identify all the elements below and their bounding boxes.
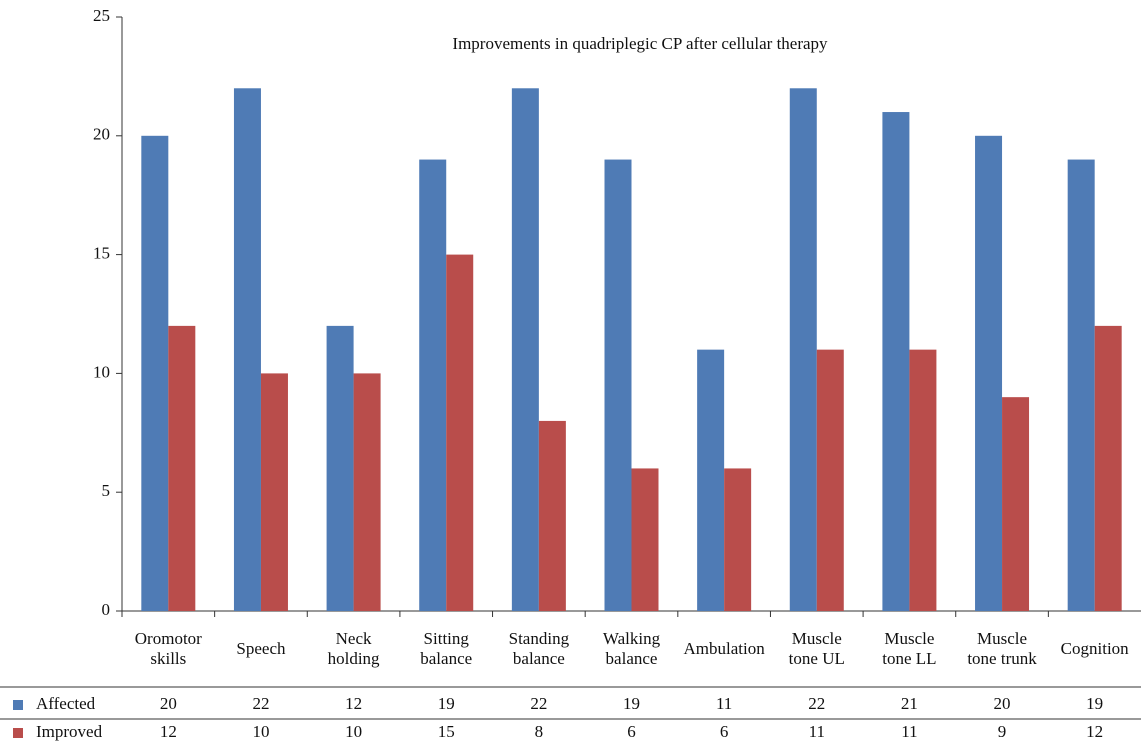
x-tick-label: Muscle tone LL bbox=[882, 629, 936, 668]
bar bbox=[789, 88, 817, 611]
bar bbox=[168, 325, 196, 611]
y-tick-label: 15 bbox=[93, 244, 110, 263]
bar bbox=[446, 254, 474, 611]
table-value: 22 bbox=[808, 694, 825, 713]
bar bbox=[816, 349, 844, 611]
y-tick-label: 0 bbox=[102, 600, 111, 619]
legend-label: Improved bbox=[36, 722, 103, 741]
table-value: 15 bbox=[438, 722, 455, 741]
bar bbox=[909, 349, 937, 611]
x-tick-label: Neck holding bbox=[328, 629, 380, 668]
table-value: 19 bbox=[623, 694, 640, 713]
bar bbox=[260, 373, 288, 611]
legend-swatch bbox=[13, 728, 23, 738]
x-tick-label: Sitting balance bbox=[420, 629, 472, 668]
bar bbox=[1094, 325, 1122, 611]
bar bbox=[141, 135, 169, 612]
table-value: 21 bbox=[901, 694, 918, 713]
table-value: 11 bbox=[809, 722, 825, 741]
legend-label: Affected bbox=[36, 694, 96, 713]
table-value: 19 bbox=[438, 694, 455, 713]
table-value: 22 bbox=[252, 694, 269, 713]
bar bbox=[724, 468, 752, 611]
bar bbox=[353, 373, 381, 611]
x-tick-label: Walking balance bbox=[603, 629, 661, 668]
chart-title: Improvements in quadriplegic CP after ce… bbox=[452, 34, 828, 53]
bar bbox=[419, 159, 447, 611]
bar bbox=[233, 88, 261, 611]
bar bbox=[1067, 159, 1095, 611]
table-value: 20 bbox=[994, 694, 1011, 713]
x-tick-label: Muscle tone UL bbox=[789, 629, 845, 668]
table-value: 8 bbox=[535, 722, 544, 741]
table-value: 12 bbox=[1086, 722, 1103, 741]
table-value: 20 bbox=[160, 694, 177, 713]
bar bbox=[975, 135, 1003, 612]
y-tick-label: 10 bbox=[93, 362, 110, 381]
table-value: 11 bbox=[901, 722, 917, 741]
bar bbox=[1002, 397, 1030, 611]
bar bbox=[511, 88, 539, 611]
x-tick-label: Oromotor skills bbox=[135, 629, 202, 668]
x-tick-label: Ambulation bbox=[684, 639, 766, 658]
bar bbox=[326, 325, 354, 611]
x-tick-label: Standing balance bbox=[509, 629, 570, 668]
x-tick-label: Speech bbox=[236, 639, 286, 658]
table-value: 12 bbox=[160, 722, 177, 741]
bar bbox=[882, 112, 910, 611]
bar bbox=[538, 420, 566, 611]
y-tick-label: 20 bbox=[93, 125, 110, 144]
table-value: 22 bbox=[530, 694, 547, 713]
table-value: 19 bbox=[1086, 694, 1103, 713]
x-tick-label: Cognition bbox=[1061, 639, 1130, 658]
table-value: 6 bbox=[720, 722, 729, 741]
table-value: 6 bbox=[627, 722, 636, 741]
table-value: 10 bbox=[252, 722, 269, 741]
bar bbox=[604, 159, 632, 611]
y-tick-label: 5 bbox=[102, 481, 111, 500]
x-tick-label: Muscle tone trunk bbox=[967, 629, 1037, 668]
bar bbox=[631, 468, 659, 611]
table-value: 10 bbox=[345, 722, 362, 741]
table-value: 11 bbox=[716, 694, 732, 713]
legend-swatch bbox=[13, 700, 23, 710]
bar bbox=[697, 349, 725, 611]
y-tick-label: 25 bbox=[93, 6, 110, 25]
table-value: 12 bbox=[345, 694, 362, 713]
table-value: 9 bbox=[998, 722, 1007, 741]
